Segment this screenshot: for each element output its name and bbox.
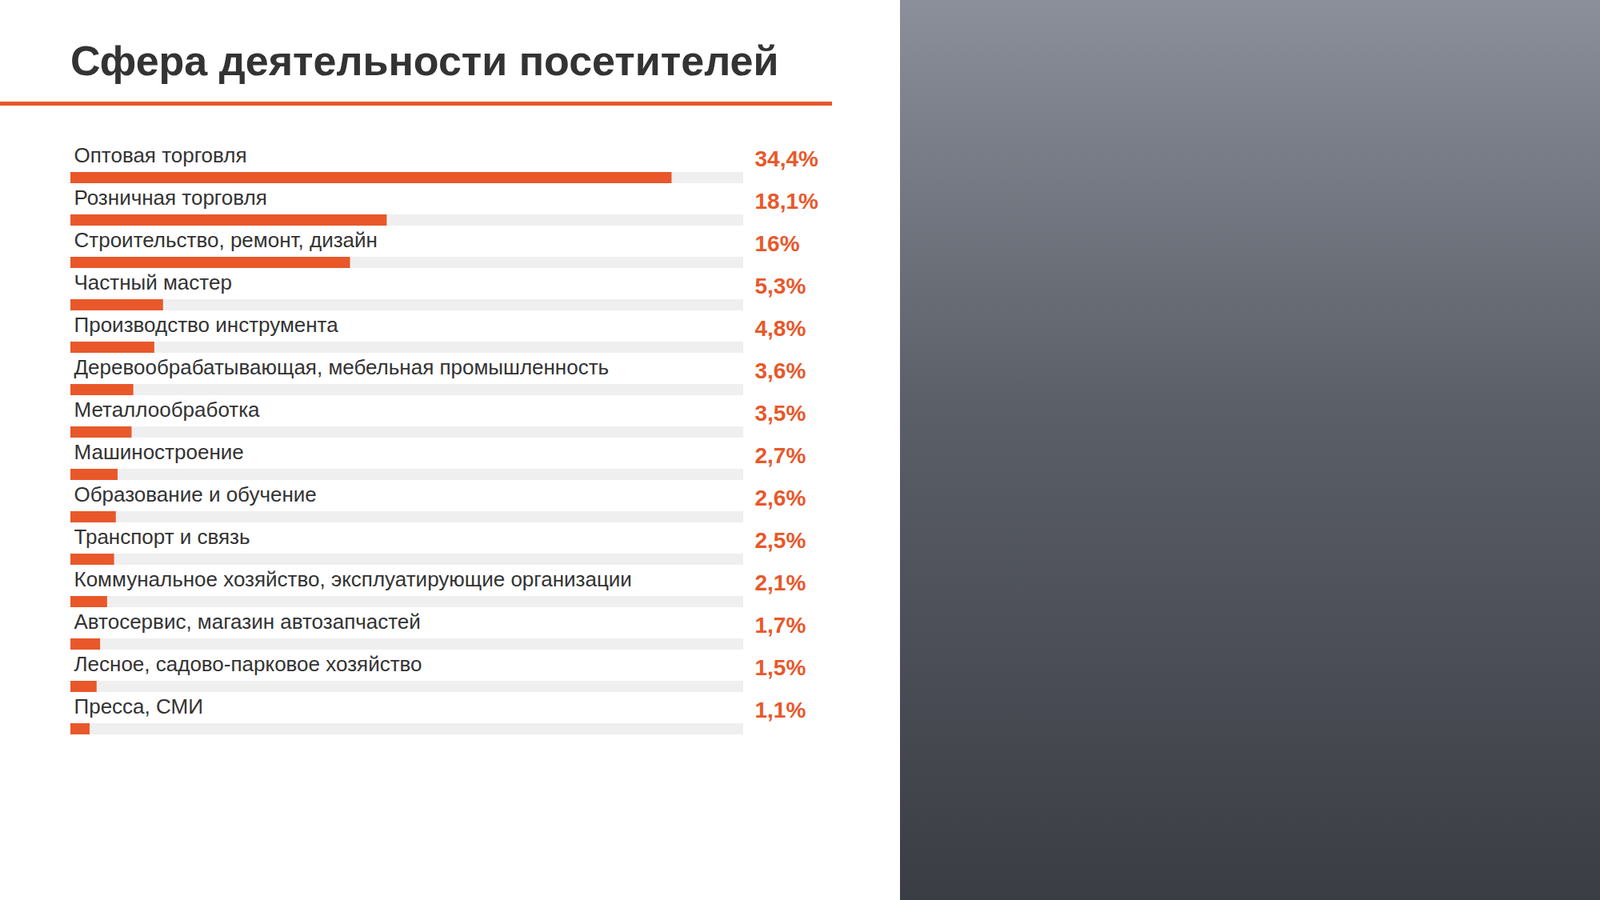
svg-text:Лесное, садово-парковое хозяйс: Лесное, садово-парковое хозяйство [74, 652, 423, 676]
svg-text:1,1%: 1,1% [755, 697, 807, 723]
svg-text:Оптовая торговля: Оптовая торговля [74, 143, 248, 168]
svg-text:2,7%: 2,7% [755, 443, 807, 468]
svg-text:1,7%: 1,7% [755, 612, 807, 638]
svg-text:34,4%: 34,4% [755, 146, 819, 172]
svg-text:Производство инструмента: Производство инструмента [74, 312, 340, 337]
svg-text:18,1%: 18,1% [755, 188, 819, 214]
svg-text:Строительство, ремонт, дизайн: Строительство, ремонт, дизайн [74, 228, 378, 252]
svg-text:Образование и обучение: Образование и обучение [74, 482, 317, 507]
svg-text:Коммунальное хозяйство, эксплу: Коммунальное хозяйство, эксплуатирующие … [74, 567, 632, 592]
svg-text:Деревообрабатывающая, мебельна: Деревообрабатывающая, мебельная промышле… [74, 355, 610, 380]
svg-text:2,1%: 2,1% [755, 570, 807, 596]
svg-text:2,5%: 2,5% [755, 528, 807, 553]
svg-text:16%: 16% [755, 231, 800, 256]
svg-text:Транспорт и связь: Транспорт и связь [74, 524, 251, 549]
svg-text:Автосервис, магазин автозапчас: Автосервис, магазин автозапчастей [74, 609, 421, 634]
svg-text:3,6%: 3,6% [755, 358, 807, 384]
svg-text:Пресса, СМИ: Пресса, СМИ [74, 694, 204, 719]
svg-text:4,8%: 4,8% [755, 316, 807, 341]
svg-text:2,6%: 2,6% [755, 485, 807, 511]
svg-text:Металлообработка: Металлообработка [74, 397, 261, 422]
svg-text:Розничная торговля: Розничная торговля [74, 185, 268, 210]
html-text:Сфера деятельности посетителей: Сфера деятельности посетителей [70, 37, 779, 84]
svg-text:3,5%: 3,5% [755, 400, 807, 426]
svg-text:1,5%: 1,5% [755, 655, 807, 680]
svg-text:Машиностроение: Машиностроение [74, 440, 244, 464]
svg-text:5,3%: 5,3% [755, 273, 807, 299]
svg-text:Частный мастер: Частный мастер [74, 270, 232, 295]
